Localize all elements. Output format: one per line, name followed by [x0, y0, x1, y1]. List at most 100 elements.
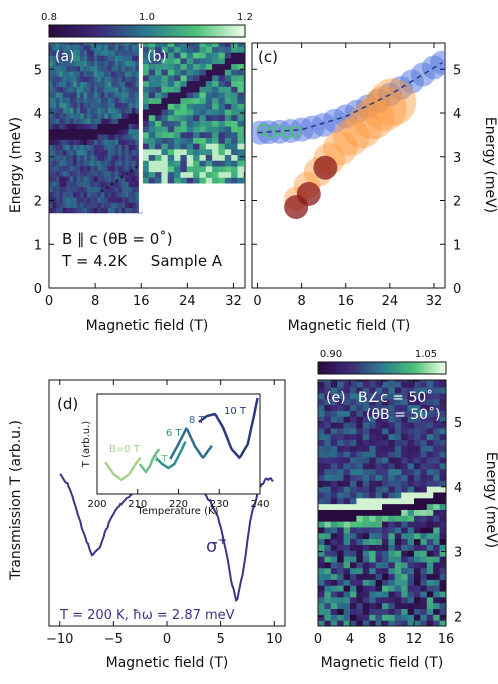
heatmap-cell [118, 144, 123, 151]
heatmap-cell [420, 474, 428, 481]
heatmap-cell [231, 148, 239, 156]
ab-xtick-label: 24 [179, 294, 196, 309]
heatmap-cell [62, 160, 67, 166]
heatmap-cell [426, 561, 434, 569]
heatmap-cell [59, 55, 64, 61]
heatmap-cell [212, 109, 219, 116]
heatmap-cell [69, 50, 74, 56]
heatmap-cell [87, 165, 92, 172]
heatmap-cell [76, 139, 81, 145]
heatmap-cell [66, 71, 71, 77]
heatmap-cell [212, 143, 219, 150]
heatmap-cell [87, 81, 92, 88]
heatmap-cell [224, 103, 232, 110]
heatmap-cell [148, 43, 156, 47]
heatmap-cell [186, 177, 194, 184]
heatmap-cell [111, 102, 116, 109]
heatmap-cell [369, 445, 377, 452]
heatmap-cell [407, 439, 415, 446]
heatmap-cell [73, 50, 78, 56]
heatmap-cell [135, 207, 140, 214]
colorbar-ab-tick-1: 1.0 [139, 12, 155, 23]
heatmap-cell [369, 556, 377, 563]
heatmap-cell [337, 532, 345, 540]
heatmap-cell [414, 468, 421, 476]
heatmap-cell [55, 44, 60, 51]
heatmap-cell [337, 602, 345, 610]
heatmap-cell [93, 186, 98, 193]
heatmap-cell [100, 165, 105, 172]
heatmap-cell [97, 207, 102, 214]
heatmap-cell [59, 149, 64, 156]
heatmap-cell [237, 131, 245, 138]
heatmap-cell [343, 503, 351, 510]
heatmap-cell [199, 148, 207, 156]
heatmap-cell [118, 197, 123, 203]
heatmap-cell [125, 181, 130, 187]
heatmap-cell [199, 137, 207, 144]
heatmap-cell [80, 181, 85, 187]
heatmap-cell [174, 109, 181, 116]
heatmap-cell [97, 113, 102, 119]
heatmap-cell [401, 491, 409, 499]
heatmap-cell [394, 427, 402, 435]
heatmap-cell [100, 155, 105, 161]
heatmap-cell [73, 186, 78, 193]
heatmap-cell [330, 392, 338, 400]
heatmap-cell [401, 579, 409, 586]
heatmap-cell [121, 43, 126, 46]
heatmap-cell [324, 573, 332, 580]
heatmap-cell [93, 207, 98, 214]
heatmap-cell [90, 186, 95, 193]
heatmap-cell [433, 561, 441, 569]
heatmap-cell [49, 134, 53, 140]
heatmap-cell [121, 123, 126, 130]
heatmap-cell [87, 44, 92, 51]
heatmap-cell [212, 177, 219, 184]
heatmap-cell [111, 107, 116, 114]
heatmap-cell [76, 44, 81, 51]
heatmap-cell [135, 197, 140, 203]
heatmap-cell [128, 43, 133, 46]
heatmap-cell [114, 144, 119, 151]
heatmap-cell [114, 102, 119, 109]
heatmap-cell [205, 148, 213, 156]
heatmap-cell [414, 538, 421, 545]
heatmap-cell [62, 44, 67, 51]
heatmap-cell [59, 165, 64, 172]
heatmap-cell [132, 202, 136, 208]
heatmap-cell [55, 160, 60, 166]
heatmap-cell [375, 585, 383, 592]
heatmap-cell [55, 207, 60, 214]
heatmap-cell [161, 97, 169, 104]
heatmap-cell [62, 202, 67, 208]
heatmap-cell [59, 202, 64, 208]
heatmap-cell [121, 81, 126, 88]
heatmap-cell [433, 509, 441, 516]
c-xtick-label: 32 [426, 294, 443, 309]
heatmap-cell [407, 515, 415, 522]
heatmap-cell [350, 381, 357, 388]
heatmap-cell [111, 71, 116, 77]
heatmap-cell [111, 118, 116, 124]
heatmap-cell [212, 86, 219, 93]
heatmap-cell [76, 97, 81, 103]
heatmap-cell [73, 128, 78, 135]
heatmap-cell [114, 149, 119, 156]
heatmap-cell [49, 149, 53, 156]
heatmap-cell [350, 404, 357, 411]
d-xtick-label: −5 [104, 632, 123, 647]
heatmap-cell [407, 398, 415, 406]
heatmap-cell [90, 202, 95, 208]
heatmap-cell [375, 544, 383, 551]
heatmap-cell [59, 207, 64, 214]
heatmap-cell [52, 191, 57, 198]
heatmap-cell [420, 468, 428, 476]
heatmap-cell [224, 171, 232, 178]
heatmap-cell [69, 128, 74, 135]
heatmap-cell [369, 538, 377, 545]
heatmap-cell [401, 427, 409, 435]
heatmap-cell [111, 81, 116, 88]
heatmap-cell [237, 143, 245, 150]
